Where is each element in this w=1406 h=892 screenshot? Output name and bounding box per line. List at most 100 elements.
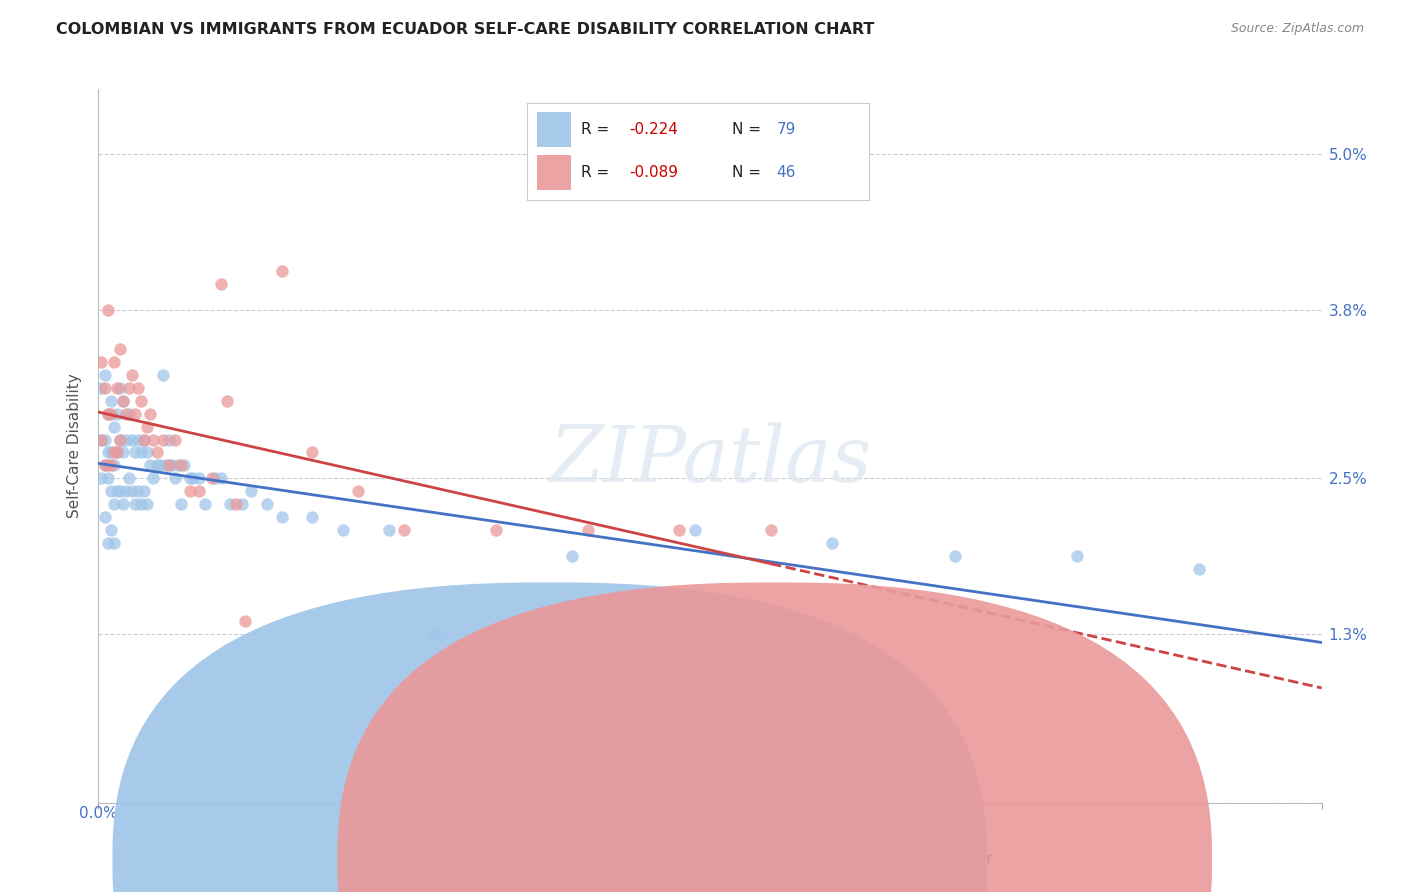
Point bbox=[256, 497, 278, 511]
Text: COLOMBIAN VS IMMIGRANTS FROM ECUADOR SELF-CARE DISABILITY CORRELATION CHART: COLOMBIAN VS IMMIGRANTS FROM ECUADOR SEL… bbox=[56, 22, 875, 37]
Point bbox=[561, 549, 583, 564]
Point bbox=[181, 471, 204, 485]
Point bbox=[108, 342, 131, 356]
Point bbox=[204, 471, 226, 485]
Point bbox=[157, 458, 180, 473]
Text: ZIPatlas: ZIPatlas bbox=[548, 422, 872, 499]
Point bbox=[111, 497, 134, 511]
Point bbox=[108, 433, 131, 447]
Point bbox=[136, 445, 159, 459]
Point bbox=[90, 433, 112, 447]
Point bbox=[152, 368, 174, 382]
Point bbox=[485, 627, 508, 641]
Point bbox=[108, 433, 131, 447]
Point bbox=[118, 407, 141, 421]
Point bbox=[108, 484, 131, 499]
Point bbox=[160, 458, 183, 473]
Point bbox=[100, 393, 122, 408]
Point bbox=[233, 614, 256, 628]
Point bbox=[100, 407, 122, 421]
Point bbox=[124, 407, 146, 421]
Point bbox=[115, 407, 138, 421]
Point bbox=[118, 381, 141, 395]
Point bbox=[163, 433, 186, 447]
Point bbox=[97, 302, 120, 317]
Point bbox=[225, 497, 247, 511]
Point bbox=[97, 445, 120, 459]
Point bbox=[163, 471, 186, 485]
Point bbox=[111, 393, 134, 408]
Point bbox=[97, 407, 120, 421]
Point bbox=[194, 497, 217, 511]
Point bbox=[576, 524, 599, 538]
Point bbox=[121, 368, 143, 382]
Point bbox=[134, 433, 156, 447]
Point bbox=[103, 497, 125, 511]
Point bbox=[93, 433, 115, 447]
Point bbox=[93, 368, 115, 382]
Point bbox=[129, 497, 152, 511]
Point bbox=[173, 458, 195, 473]
Point bbox=[209, 277, 232, 291]
Point bbox=[129, 393, 152, 408]
Point bbox=[215, 393, 238, 408]
Point bbox=[1188, 562, 1211, 576]
Point bbox=[93, 510, 115, 524]
Point bbox=[121, 484, 143, 499]
Point bbox=[139, 407, 162, 421]
Point bbox=[332, 524, 354, 538]
Point bbox=[270, 264, 292, 278]
Point bbox=[100, 484, 122, 499]
Text: Source: ZipAtlas.com: Source: ZipAtlas.com bbox=[1230, 22, 1364, 36]
Point bbox=[209, 471, 232, 485]
Point bbox=[155, 458, 177, 473]
Text: Colombians: Colombians bbox=[572, 853, 662, 867]
Point bbox=[149, 458, 172, 473]
Point bbox=[683, 524, 706, 538]
Point bbox=[97, 471, 120, 485]
Point bbox=[142, 471, 165, 485]
Point bbox=[93, 458, 115, 473]
Point bbox=[423, 627, 446, 641]
Point bbox=[105, 407, 128, 421]
Point bbox=[100, 524, 122, 538]
Point bbox=[121, 433, 143, 447]
Point bbox=[139, 458, 162, 473]
Point bbox=[188, 484, 211, 499]
Point bbox=[90, 433, 112, 447]
Point bbox=[111, 393, 134, 408]
Point bbox=[145, 445, 167, 459]
Point bbox=[167, 458, 190, 473]
Point bbox=[124, 445, 146, 459]
Point bbox=[378, 524, 401, 538]
Point bbox=[301, 510, 323, 524]
Point bbox=[136, 497, 159, 511]
Point bbox=[90, 354, 112, 368]
Y-axis label: Self-Care Disability: Self-Care Disability bbox=[67, 374, 83, 518]
Point bbox=[105, 445, 128, 459]
Point bbox=[105, 381, 128, 395]
Point bbox=[111, 445, 134, 459]
Point bbox=[200, 471, 222, 485]
Point bbox=[97, 407, 120, 421]
Text: 0.0%: 0.0% bbox=[79, 805, 118, 821]
Text: Immigrants from Ecuador: Immigrants from Ecuador bbox=[797, 853, 993, 867]
Point bbox=[100, 445, 122, 459]
Point bbox=[103, 536, 125, 550]
Point bbox=[188, 471, 211, 485]
Point bbox=[759, 524, 782, 538]
Point bbox=[100, 458, 122, 473]
Point bbox=[127, 484, 149, 499]
Point bbox=[142, 433, 165, 447]
Point bbox=[219, 497, 242, 511]
Point bbox=[124, 497, 146, 511]
Point bbox=[115, 484, 138, 499]
Point bbox=[105, 445, 128, 459]
Point bbox=[134, 484, 156, 499]
Point bbox=[90, 471, 112, 485]
Point bbox=[170, 497, 193, 511]
Point bbox=[145, 458, 167, 473]
Point bbox=[127, 381, 149, 395]
Point bbox=[97, 536, 120, 550]
Point bbox=[90, 381, 112, 395]
